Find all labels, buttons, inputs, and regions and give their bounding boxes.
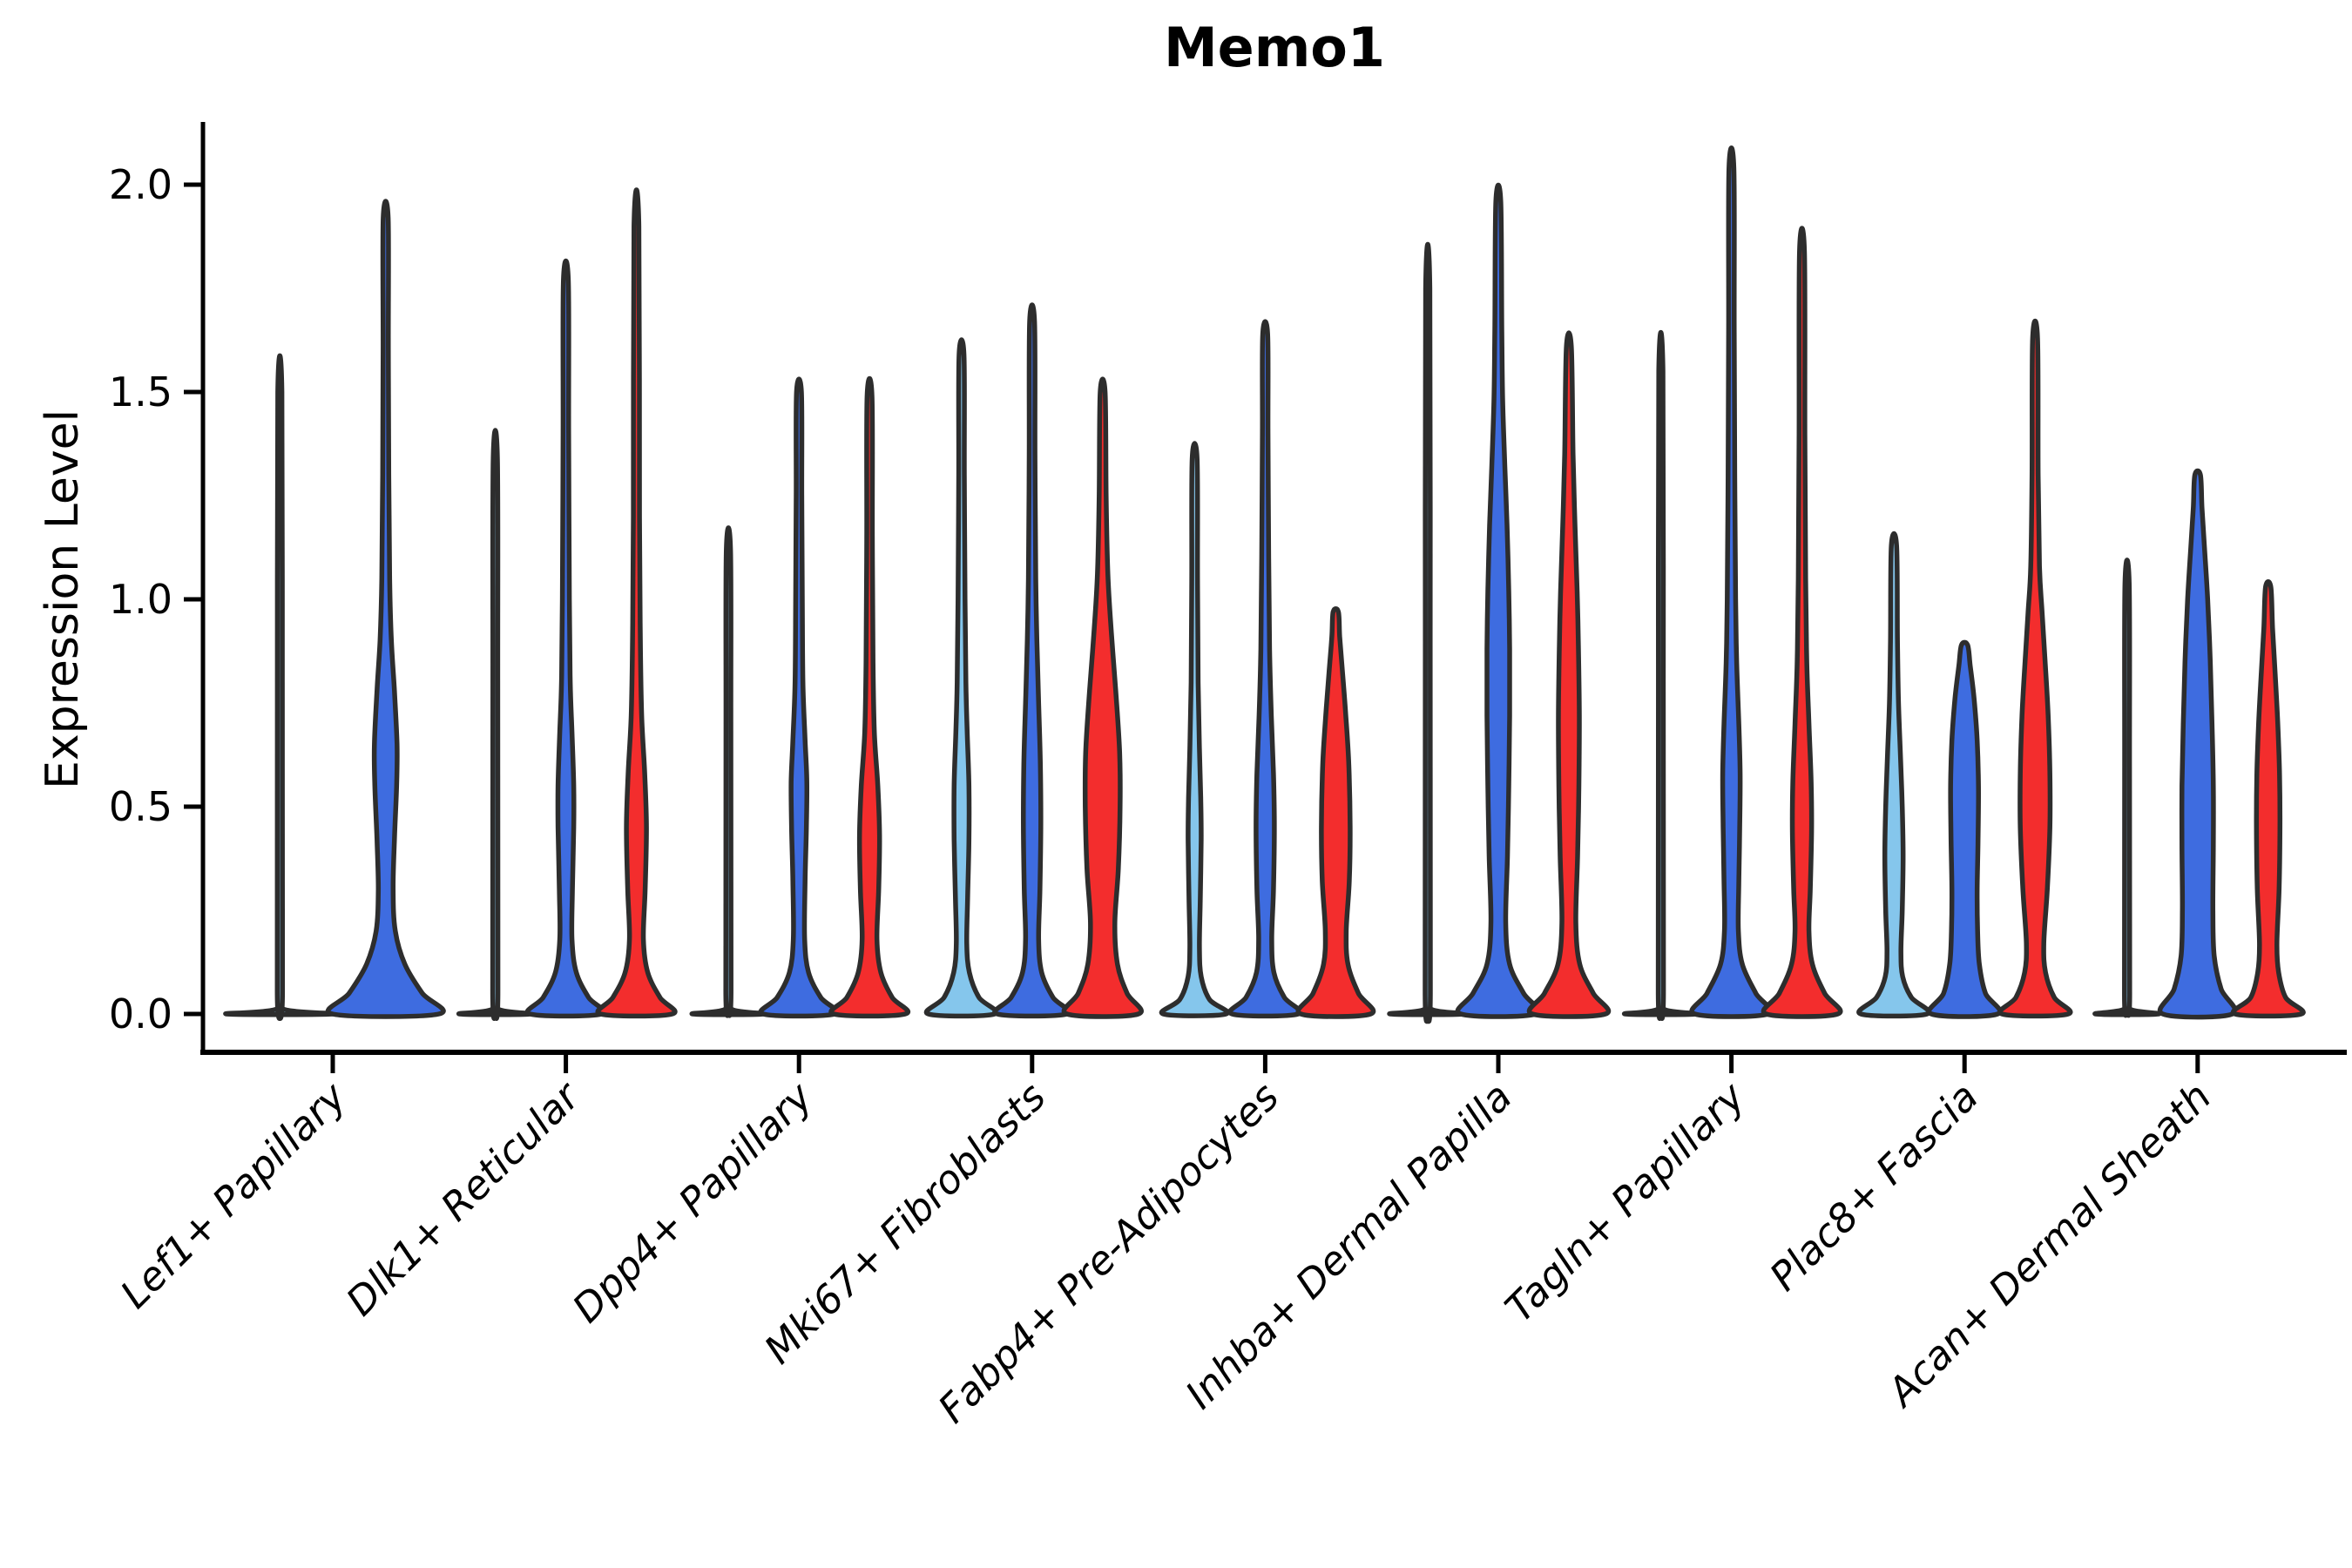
x-tick-label: Tagln+ Papillary bbox=[1496, 1072, 1754, 1331]
violin-tagln-papillary-blue bbox=[1689, 145, 1774, 1019]
y-tick-label: 0.5 bbox=[109, 783, 172, 830]
violin-fabp4-pre-adipocytes-red bbox=[1295, 606, 1376, 1019]
violin-acan-dermal-sheath-blue bbox=[2157, 468, 2238, 1020]
y-tick-label: 1.0 bbox=[109, 576, 172, 623]
violin-dlk1-reticular-lightblue bbox=[456, 428, 535, 1021]
y-tick-label: 0.0 bbox=[109, 990, 172, 1037]
violin-plac8-fascia-blue bbox=[1926, 639, 2003, 1019]
violin-mki67-fibroblasts-red bbox=[1061, 376, 1144, 1019]
violin-dpp4-papillary-red bbox=[828, 375, 910, 1019]
y-tick-label: 1.5 bbox=[109, 368, 172, 416]
violin-plac8-fascia-lightblue bbox=[1856, 531, 1932, 1019]
x-tick-label: Dpp4+ Papillary bbox=[564, 1072, 822, 1331]
violin-inhba-dermal-papilla-red bbox=[1526, 330, 1612, 1019]
violin-inhba-dermal-papilla-lightblue bbox=[1387, 241, 1469, 1024]
violin-lef1-papillary-lightblue bbox=[223, 353, 337, 1021]
violin-dpp4-papillary-lightblue bbox=[689, 525, 767, 1018]
violin-mki67-fibroblasts-blue bbox=[992, 302, 1072, 1019]
violin-tagln-papillary-red bbox=[1761, 226, 1843, 1019]
violin-fabp4-pre-adipocytes-lightblue bbox=[1159, 441, 1231, 1018]
violin-plac8-fascia-red bbox=[1997, 318, 2073, 1019]
x-tick-label: Dlk1+ Reticular bbox=[337, 1072, 590, 1325]
chart-title: Memo1 bbox=[1163, 16, 1386, 79]
violin-acan-dermal-sheath-red bbox=[2230, 579, 2306, 1019]
violin-lef1-papillary-blue bbox=[325, 199, 446, 1019]
violin-tagln-papillary-lightblue bbox=[1622, 329, 1700, 1021]
x-tick-label: Plac8+ Fascia bbox=[1761, 1073, 1987, 1300]
violin-dlk1-reticular-red bbox=[595, 187, 678, 1019]
violin-dlk1-reticular-blue bbox=[524, 258, 607, 1019]
violin-acan-dermal-sheath-lightblue bbox=[2092, 558, 2162, 1018]
x-tick-label: Lef1+ Papillary bbox=[112, 1072, 356, 1317]
violin-inhba-dermal-papilla-blue bbox=[1455, 182, 1542, 1019]
y-tick-label: 2.0 bbox=[109, 161, 172, 208]
violin-fabp4-pre-adipocytes-blue bbox=[1227, 319, 1303, 1019]
violin-dpp4-papillary-blue bbox=[758, 376, 840, 1019]
violin-mki67-fibroblasts-lightblue bbox=[923, 337, 999, 1019]
